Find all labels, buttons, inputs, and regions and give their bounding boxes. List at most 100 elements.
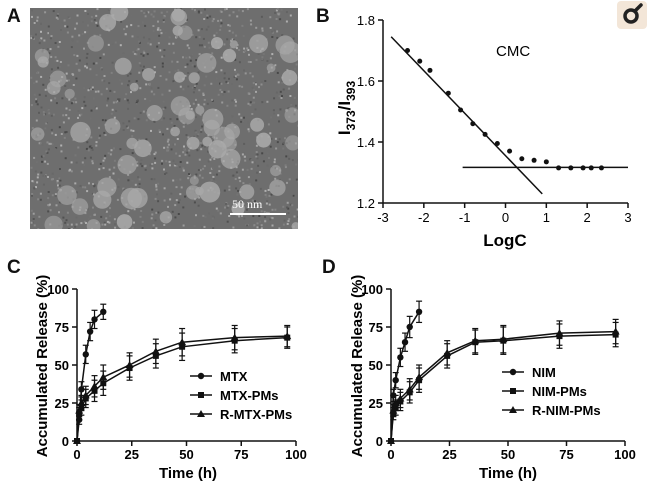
micrograph-grain [208,212,211,215]
cmc-data-point [556,165,562,171]
micrograph-grain [86,141,89,144]
micrograph-grain [276,36,279,39]
micrograph-grain [136,99,139,102]
micrograph-grain [64,221,67,224]
panel-a-label: A [7,6,21,27]
micrograph-grain [69,168,72,171]
micrograph-grain [242,35,245,37]
micelle-particle [229,40,238,49]
micrograph-grain [193,87,196,89]
micrograph-grain [286,201,289,204]
micrograph-grain [195,98,197,101]
micrograph-grain [197,10,200,13]
micrograph-grain [31,9,34,12]
micrograph-grain [106,220,109,223]
release-data-point [100,308,107,315]
micrograph-grain [250,23,253,26]
micrograph-grain [85,222,87,224]
micrograph-grain [161,62,164,65]
micrograph-grain [211,156,214,159]
release-y-tick-label: 0 [62,434,69,449]
micrograph-grain [271,208,274,211]
micrograph-grain [153,71,156,74]
micrograph-grain [71,35,74,38]
release-data-point [86,328,94,335]
micrograph-grain [33,93,36,96]
micrograph-grain [282,141,285,144]
micrograph-grain [178,198,181,201]
micrograph-grain [138,138,141,141]
micrograph-grain [234,104,237,107]
release-data-point [91,316,98,323]
micrograph-grain [35,186,37,189]
micrograph-grain [141,165,144,168]
micrograph-grain [198,158,201,161]
micrograph-grain [32,180,35,183]
micrograph-grain [288,178,291,181]
micelle-particle [186,136,200,150]
micrograph-grain [255,26,258,29]
micrograph-grain [194,9,196,12]
micrograph-grain [85,147,88,150]
micrograph-grain [278,120,280,123]
micrograph-grain [223,90,226,93]
micrograph-grain [251,86,254,89]
micrograph-grain [166,127,169,130]
micrograph-grain [230,39,232,42]
micrograph-grain [127,173,130,176]
mtx-y-axis-label: Accumulated Release (%) [34,275,51,458]
micrograph-grain [62,216,65,219]
cmc-data-point [580,165,586,171]
micrograph-grain [74,97,77,100]
micrograph-grain [238,176,241,179]
micrograph-grain [257,52,260,55]
cmc-ylabel-sep: /I [335,101,354,110]
micrograph-grain [237,189,240,192]
micrograph-grain [122,52,125,55]
micrograph-grain [219,212,222,215]
micrograph-grain [78,34,81,37]
micrograph-grain [122,122,125,125]
micrograph-grain [184,74,187,77]
micrograph-grain [81,161,84,164]
micrograph-grain [127,101,130,104]
micrograph-grain [183,148,186,151]
micrograph-grain [275,147,278,150]
micrograph-grain [191,64,194,67]
release-data-point [499,335,508,343]
micrograph-grain [35,99,38,102]
micrograph-grain [90,136,93,139]
micrograph-grain [152,15,155,18]
micrograph-grain [99,134,102,137]
micrograph-grain [87,24,89,27]
micrograph-grain [207,160,210,163]
micrograph-grain [238,85,241,88]
micrograph-grain [105,217,108,220]
micrograph-grain [185,56,188,59]
micrograph-grain [114,94,117,96]
micrograph-grain [191,134,194,137]
micrograph-grain [237,9,240,12]
panel-d-label: D [322,257,336,278]
micrograph-grain [31,180,34,183]
micrograph-grain [152,25,155,27]
micrograph-grain [95,144,98,147]
micrograph-grain [153,178,156,181]
micrograph-grain [153,61,156,64]
micrograph-grain [113,147,115,150]
micrograph-grain [130,129,133,132]
micrograph-grain [103,131,106,134]
micrograph-grain [205,75,208,78]
micelle-particle [266,63,276,73]
micrograph-grain [55,102,58,105]
micrograph-grain [269,132,272,135]
micrograph-grain [166,10,169,13]
micrograph-grain [163,15,166,18]
micrograph-grain [177,201,180,204]
panel-c-label: C [7,257,21,278]
micrograph-grain [44,127,47,130]
release-data-point [231,337,238,344]
micrograph-grain [49,209,52,212]
micrograph-grain [123,28,126,31]
micelle-particle [44,215,63,229]
